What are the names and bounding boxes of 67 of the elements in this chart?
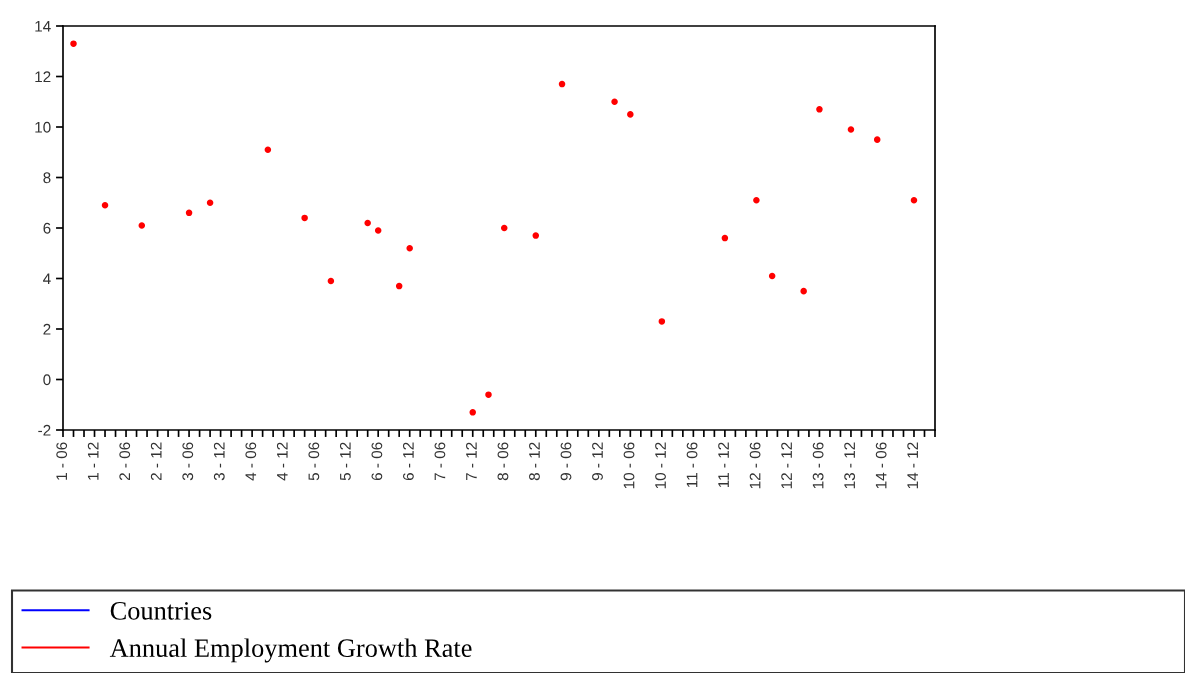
y-tick-label: 14 — [35, 21, 51, 32]
x-tick-label: 1 - 06 — [56, 442, 68, 480]
legend-label: Annual Employment Growth Rate — [109, 638, 472, 663]
x-tick-label: 2 - 12 — [150, 442, 162, 481]
x-tick-label: 3 - 06 — [182, 442, 194, 481]
point — [800, 287, 807, 295]
point — [70, 40, 77, 47]
point — [206, 199, 214, 207]
x-tick-label: 8 - 12 — [529, 442, 540, 481]
point — [327, 277, 335, 285]
x-tick-label: 12 - 06 — [749, 442, 761, 489]
x-tick-label: 11 - 12 — [718, 442, 729, 488]
x-tick-label: 13 - 06 — [812, 442, 824, 489]
point — [873, 136, 881, 143]
point — [558, 80, 566, 88]
point — [185, 209, 193, 217]
point — [264, 146, 272, 153]
y-tick-label: 10 — [35, 121, 51, 133]
y-tick-label: 8 — [43, 172, 51, 184]
x-tick-label: 7 - 12 — [466, 442, 477, 481]
point — [138, 222, 146, 229]
y-tick-label: -2 — [38, 424, 51, 436]
x-tick-label: 9 - 06 — [560, 442, 572, 481]
x-tick-label: 10 - 12 — [655, 442, 666, 489]
point — [395, 282, 403, 290]
x-tick-label: 6 - 06 — [371, 442, 383, 481]
x-tick-label: 7 - 06 — [434, 442, 446, 481]
x-tick-label: 5 - 12 — [339, 442, 351, 481]
point — [485, 391, 492, 398]
y-tick-label: 2 — [43, 323, 51, 335]
x-tick-label: 11 - 06 — [686, 442, 698, 488]
point — [847, 126, 855, 133]
x-tick-label: 9 - 12 — [592, 442, 603, 481]
point — [721, 234, 729, 242]
x-tick-label: 14 - 06 — [875, 442, 887, 489]
x-tick-label: 3 - 12 — [213, 442, 225, 481]
point — [627, 111, 634, 118]
y-tick-label: 12 — [35, 71, 51, 83]
x-tick-label: 8 - 06 — [497, 442, 509, 481]
point — [364, 219, 371, 227]
x-tick-label: 10 - 06 — [623, 442, 635, 489]
x-tick-label: 2 - 06 — [119, 442, 131, 481]
point — [753, 196, 760, 204]
point — [101, 202, 109, 209]
point — [374, 227, 382, 234]
point — [658, 318, 666, 325]
y-tick-label: 4 — [43, 273, 51, 285]
point — [501, 224, 508, 232]
y-tick-label: 6 — [43, 222, 51, 234]
point — [611, 98, 618, 106]
point — [910, 196, 918, 204]
point — [532, 232, 540, 239]
point — [406, 244, 413, 252]
x-tick-label: 4 - 06 — [245, 442, 257, 481]
point — [301, 214, 308, 222]
x-tick-label: 13 - 12 — [844, 442, 856, 489]
legend-label: Countries — [110, 601, 212, 620]
x-tick-label: 14 - 12 — [907, 442, 918, 489]
point — [816, 106, 823, 113]
point — [768, 272, 776, 280]
x-tick-label: 1 - 12 — [87, 442, 99, 480]
y-tick-label: 0 — [43, 374, 51, 386]
x-tick-label: 4 - 12 — [276, 442, 288, 481]
x-tick-label: 5 - 06 — [308, 442, 320, 481]
x-tick-label: 6 - 12 — [402, 442, 414, 481]
x-tick-label: 12 - 12 — [781, 442, 792, 489]
point — [469, 409, 476, 416]
